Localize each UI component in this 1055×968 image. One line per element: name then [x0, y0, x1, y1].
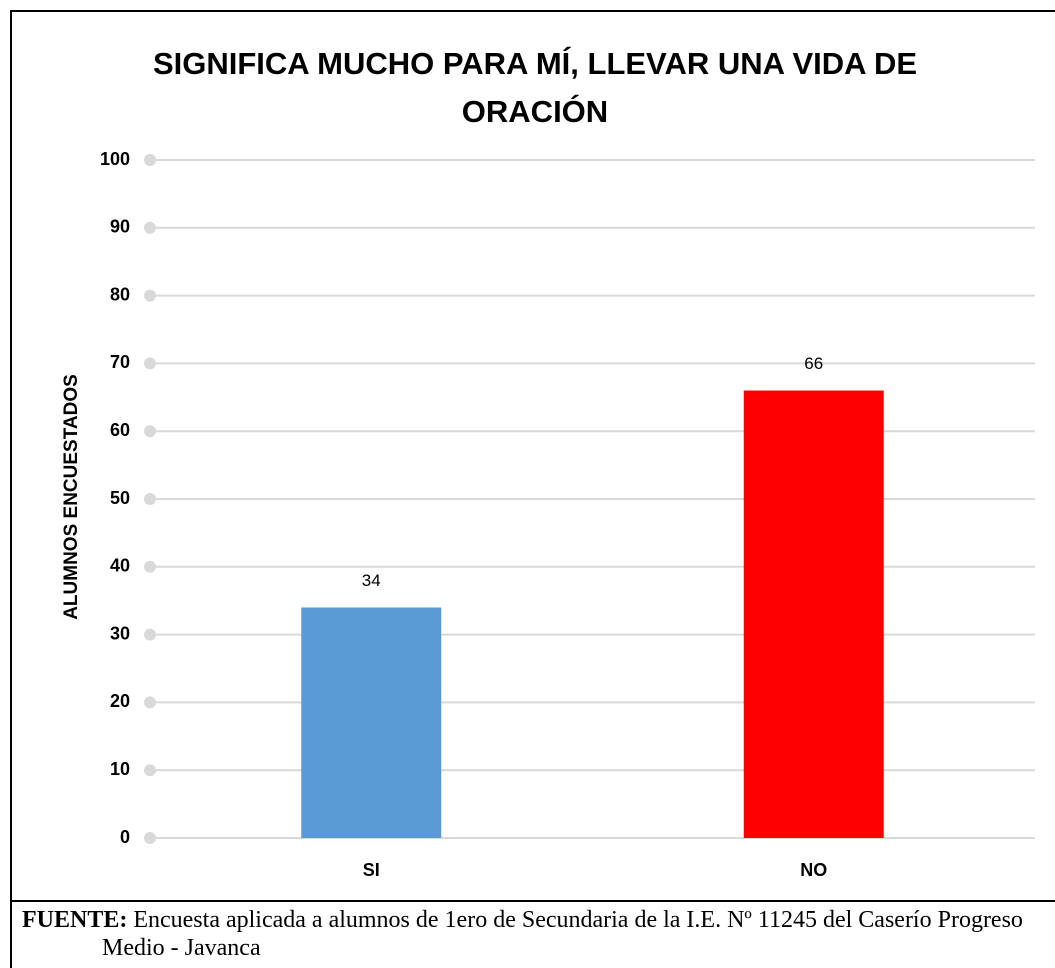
- source-text: Encuesta aplicada a alumnos de 1ero de S…: [102, 907, 1023, 961]
- grid-dot: [144, 289, 156, 302]
- grid-dot: [144, 493, 156, 505]
- y-tick-label: 70: [110, 352, 130, 372]
- separator: [10, 900, 1055, 902]
- y-tick-label: 90: [110, 217, 130, 237]
- grid-dot: [144, 764, 156, 777]
- y-tick-label: 100: [100, 149, 130, 169]
- y-tick-label: 0: [120, 827, 130, 847]
- y-tick-label: 30: [110, 623, 130, 643]
- bar: [301, 607, 442, 838]
- data-label: 66: [804, 354, 823, 373]
- chart: ALUMNOS ENCUESTADOS 0 10 20 30 40 50 60 70 80 90 1…: [61, 149, 1035, 880]
- chart-title: SIGNIFICA MUCHO PARA MÍ, LLEVAR UNA VIDA…: [152, 46, 918, 129]
- y-tick-label: 40: [110, 556, 130, 576]
- x-tick-label: SI: [363, 860, 380, 880]
- source-note: FUENTE: Encuesta aplicada a alumnos de 1…: [22, 906, 1052, 962]
- grid-dot: [144, 628, 156, 641]
- grid-dot: [144, 425, 156, 438]
- grid-dot: [144, 560, 156, 573]
- chart-frame: [10, 10, 1055, 968]
- grid-dot: [144, 696, 156, 709]
- grid-dot: [144, 221, 156, 234]
- source-label: FUENTE:: [22, 907, 128, 933]
- grid-dot: [144, 154, 156, 166]
- y-tick-label: 60: [110, 420, 130, 440]
- x-tick-label: NO: [800, 860, 827, 880]
- y-axis-label: ALUMNOS ENCUESTADOS: [61, 374, 82, 620]
- y-tick-label: 80: [110, 284, 130, 304]
- data-label: 34: [362, 571, 381, 590]
- y-tick-label: 20: [110, 691, 130, 711]
- y-tick-label: 50: [110, 488, 130, 508]
- grid-dot: [144, 832, 156, 844]
- bar: [743, 390, 884, 838]
- y-tick-label: 10: [110, 759, 130, 779]
- grid-dot: [144, 357, 156, 370]
